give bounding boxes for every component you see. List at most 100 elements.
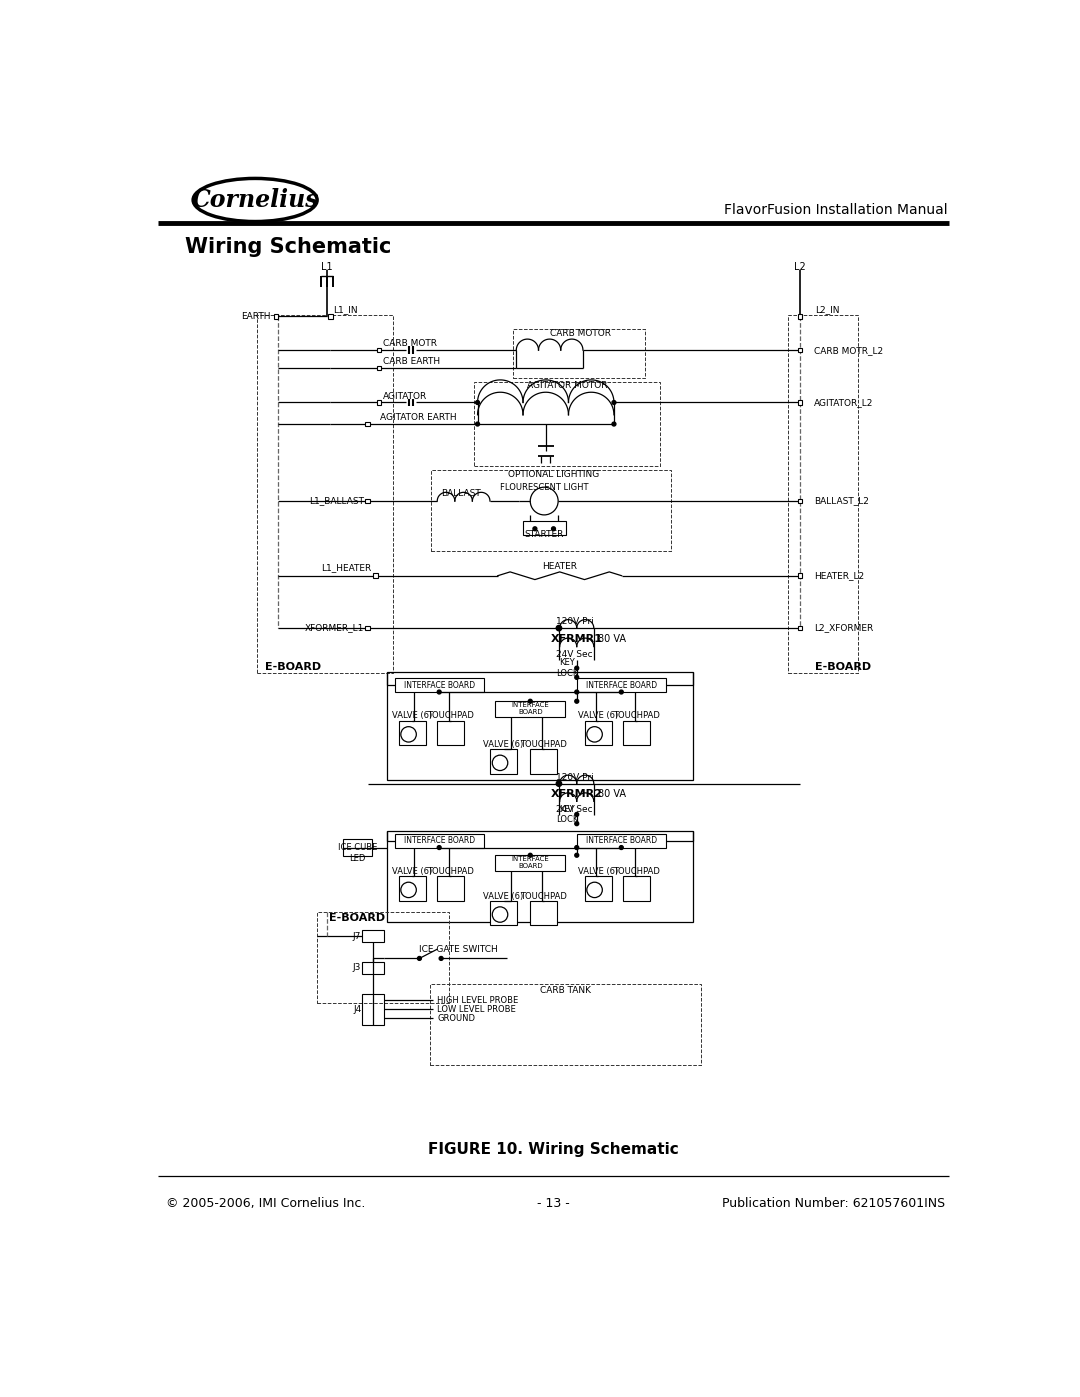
- Text: Wiring Schematic: Wiring Schematic: [186, 237, 392, 257]
- Text: STARTER: STARTER: [525, 531, 564, 539]
- Text: - 13 -: - 13 -: [537, 1197, 570, 1210]
- Text: Publication Number: 621057601INS: Publication Number: 621057601INS: [721, 1197, 945, 1210]
- Text: XFRMR2: XFRMR2: [551, 789, 603, 799]
- Bar: [377, 400, 381, 405]
- Text: LOW LEVEL PROBE: LOW LEVEL PROBE: [437, 1004, 516, 1014]
- Bar: [362, 961, 383, 974]
- Bar: [394, 678, 484, 692]
- Text: E-BOARD: E-BOARD: [815, 662, 872, 672]
- Text: INTERFACE
BOARD: INTERFACE BOARD: [511, 856, 549, 869]
- Bar: [362, 930, 383, 942]
- Text: GROUND: GROUND: [437, 1014, 475, 1023]
- Circle shape: [612, 401, 616, 404]
- Circle shape: [575, 845, 579, 849]
- Text: TOUCHPAD: TOUCHPAD: [521, 891, 567, 901]
- Text: FlavorFusion Installation Manual: FlavorFusion Installation Manual: [724, 203, 947, 217]
- Bar: [623, 876, 650, 901]
- Circle shape: [575, 813, 579, 816]
- Circle shape: [619, 690, 623, 694]
- Circle shape: [418, 957, 421, 960]
- Text: INTERFACE BOARD: INTERFACE BOARD: [585, 680, 657, 690]
- Circle shape: [528, 854, 532, 858]
- Text: AGITATOR: AGITATOR: [383, 391, 428, 401]
- Text: CARB EARTH: CARB EARTH: [383, 358, 441, 366]
- Circle shape: [440, 957, 443, 960]
- Bar: [257, 314, 393, 673]
- Text: INTERFACE BOARD: INTERFACE BOARD: [404, 837, 475, 845]
- Circle shape: [556, 626, 562, 631]
- Bar: [387, 831, 693, 922]
- Text: INTERFACE BOARD: INTERFACE BOARD: [404, 680, 475, 690]
- Bar: [365, 499, 369, 503]
- Text: TOUCHPAD: TOUCHPAD: [521, 740, 567, 749]
- Bar: [798, 626, 802, 630]
- Circle shape: [528, 700, 532, 703]
- Text: 80 VA: 80 VA: [597, 789, 625, 799]
- Text: FLOURESCENT LIGHT: FLOURESCENT LIGHT: [500, 483, 589, 492]
- Bar: [365, 422, 369, 426]
- Bar: [513, 330, 645, 377]
- Text: J4: J4: [353, 1004, 362, 1014]
- Bar: [490, 901, 517, 925]
- Text: AGITATOR MOTOR: AGITATOR MOTOR: [527, 381, 608, 390]
- Circle shape: [612, 422, 616, 426]
- Text: CARB MOTR: CARB MOTR: [383, 339, 437, 348]
- Text: VALVE (6): VALVE (6): [578, 711, 618, 721]
- Circle shape: [575, 700, 579, 703]
- Text: J3: J3: [353, 963, 362, 972]
- Text: E-BOARD: E-BOARD: [328, 914, 384, 923]
- Text: 120V Pri: 120V Pri: [555, 773, 593, 782]
- Bar: [530, 749, 557, 774]
- Bar: [342, 840, 373, 856]
- Circle shape: [475, 422, 480, 426]
- Bar: [437, 876, 464, 901]
- Bar: [577, 678, 666, 692]
- Text: L2_IN: L2_IN: [815, 306, 840, 314]
- Bar: [798, 499, 802, 503]
- Bar: [373, 573, 378, 578]
- Bar: [377, 348, 381, 352]
- Bar: [490, 749, 517, 774]
- Bar: [394, 834, 484, 848]
- Bar: [798, 314, 802, 319]
- Text: Cornelius: Cornelius: [191, 189, 319, 212]
- Circle shape: [475, 401, 480, 404]
- Bar: [362, 993, 383, 1024]
- Circle shape: [575, 854, 579, 858]
- Text: AGITATOR_L2: AGITATOR_L2: [814, 398, 874, 407]
- Bar: [318, 912, 449, 1003]
- Bar: [430, 983, 701, 1065]
- Bar: [328, 314, 333, 319]
- Circle shape: [437, 690, 441, 694]
- Circle shape: [552, 527, 555, 531]
- Bar: [798, 573, 802, 578]
- Text: J7: J7: [353, 932, 362, 940]
- Text: 80 VA: 80 VA: [597, 634, 625, 644]
- Text: L2_XFORMER: L2_XFORMER: [814, 623, 873, 633]
- Text: OPTIONAL LIGHTING: OPTIONAL LIGHTING: [508, 471, 599, 479]
- Circle shape: [575, 666, 579, 671]
- Bar: [273, 314, 279, 319]
- Text: KEY
LOCK: KEY LOCK: [556, 658, 579, 678]
- Text: CARB TANK: CARB TANK: [540, 985, 591, 995]
- Text: INTERFACE BOARD: INTERFACE BOARD: [585, 837, 657, 845]
- Circle shape: [556, 781, 562, 787]
- Text: TOUCHPAD: TOUCHPAD: [613, 711, 660, 721]
- Text: VALVE (6): VALVE (6): [484, 891, 524, 901]
- Text: EARTH: EARTH: [241, 312, 271, 321]
- Text: 24V Sec: 24V Sec: [556, 650, 593, 659]
- Bar: [788, 314, 859, 673]
- Text: HIGH LEVEL PROBE: HIGH LEVEL PROBE: [437, 996, 518, 1004]
- Text: L2: L2: [794, 263, 806, 272]
- Text: FIGURE 10. Wiring Schematic: FIGURE 10. Wiring Schematic: [428, 1141, 679, 1157]
- Text: ICE CUBE
LED: ICE CUBE LED: [338, 844, 377, 862]
- Text: BALLAST: BALLAST: [441, 489, 481, 497]
- Text: L1: L1: [322, 263, 333, 272]
- Bar: [365, 626, 369, 630]
- Text: E-BOARD: E-BOARD: [266, 662, 322, 672]
- Bar: [431, 471, 672, 550]
- Bar: [399, 876, 426, 901]
- Text: 24V Sec: 24V Sec: [556, 805, 593, 813]
- Bar: [437, 721, 464, 745]
- Text: VALVE (6): VALVE (6): [392, 868, 432, 876]
